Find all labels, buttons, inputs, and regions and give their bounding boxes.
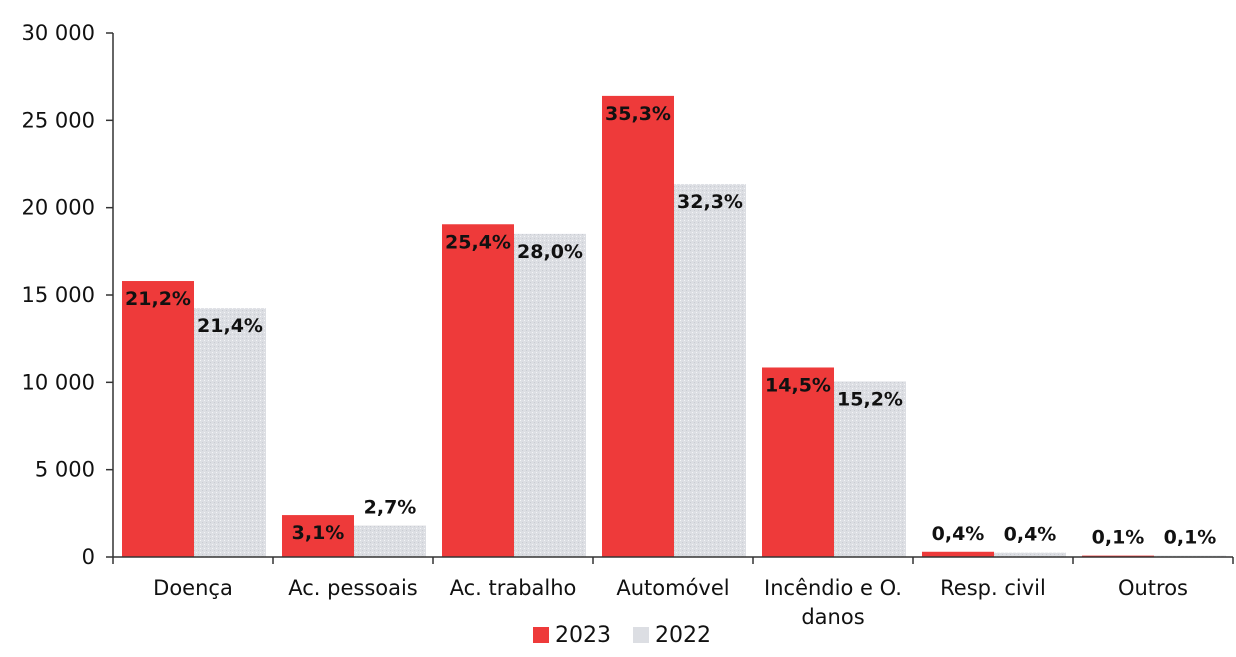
- data-label-2023-2: 25,4%: [445, 231, 511, 253]
- bar-2023-5: [922, 551, 994, 557]
- data-label-2023-4: 14,5%: [765, 374, 831, 396]
- legend-swatch-2022: [633, 627, 649, 643]
- legend-item-2023: 2023: [533, 623, 611, 648]
- y-axis: 0 5 000 10 000 15 000 20 000 25 000 30 000: [22, 21, 114, 569]
- bar-2022-2: [514, 233, 586, 557]
- bar-2023-0: [122, 281, 194, 557]
- x-tick-label-line: danos: [801, 605, 864, 629]
- data-label-2023-3: 35,3%: [605, 103, 671, 125]
- legend: 2023 2022: [533, 621, 733, 649]
- data-label-2023-5: 0,4%: [932, 523, 985, 545]
- y-tick-label: 5 000: [35, 458, 95, 482]
- bar-2022-4: [834, 381, 906, 557]
- bar-2023-1: [282, 515, 354, 557]
- legend-swatch-2023: [533, 627, 549, 643]
- y-tick-label: 20 000: [22, 196, 95, 220]
- x-tick-label: Outros: [1118, 576, 1188, 600]
- data-label-2022-4: 15,2%: [837, 388, 903, 410]
- x-tick-label: Resp. civil: [940, 576, 1046, 600]
- data-label-2022-2: 28,0%: [517, 241, 583, 263]
- legend-label-2023: 2023: [555, 622, 611, 648]
- data-label-2023-1: 3,1%: [292, 522, 345, 544]
- data-labels-group: 21,2% 3,1% 25,4% 35,3% 14,5% 0,4% 0,1% 21,4% 2,7…: [125, 103, 1216, 549]
- x-axis: Doença Ac. pessoais Ac. trabalho Automóvel I…: [112, 556, 1234, 629]
- bar-2022-5: [994, 552, 1066, 557]
- data-label-2022-1: 2,7%: [364, 497, 417, 519]
- y-tick-label: 0: [82, 545, 95, 569]
- legend-item-2022: 2022: [633, 623, 711, 648]
- bar-2022-1: [354, 525, 426, 557]
- data-label-2023-0: 21,2%: [125, 288, 191, 310]
- data-label-2022-5: 0,4%: [1004, 524, 1057, 546]
- data-label-2022-3: 32,3%: [677, 191, 743, 213]
- bar-2023-3: [602, 95, 674, 557]
- bar-2023-2: [442, 224, 514, 557]
- bar-2022-0: [194, 308, 266, 557]
- x-tick-label: Automóvel: [616, 576, 729, 600]
- y-tick-label: 15 000: [22, 283, 95, 307]
- y-tick-label: 30 000: [22, 21, 95, 45]
- y-tick-label: 10 000: [22, 370, 95, 394]
- data-label-2022-0: 21,4%: [197, 315, 263, 337]
- x-tick-label-line: Incêndio e O.: [764, 576, 902, 600]
- legend-label-2022: 2022: [655, 622, 711, 648]
- x-tick-label: Incêndio e O. danos: [764, 576, 902, 629]
- x-tick-label: Doença: [153, 576, 233, 600]
- x-tick-label: Ac. pessoais: [288, 576, 418, 600]
- bars-group: [122, 95, 1226, 557]
- bar-2022-3: [674, 184, 746, 557]
- data-label-2022-6: 0,1%: [1164, 527, 1217, 549]
- data-label-2023-6: 0,1%: [1092, 527, 1145, 549]
- x-tick-label: Ac. trabalho: [450, 576, 577, 600]
- y-tick-label: 25 000: [22, 108, 95, 132]
- bar-2023-4: [762, 367, 834, 557]
